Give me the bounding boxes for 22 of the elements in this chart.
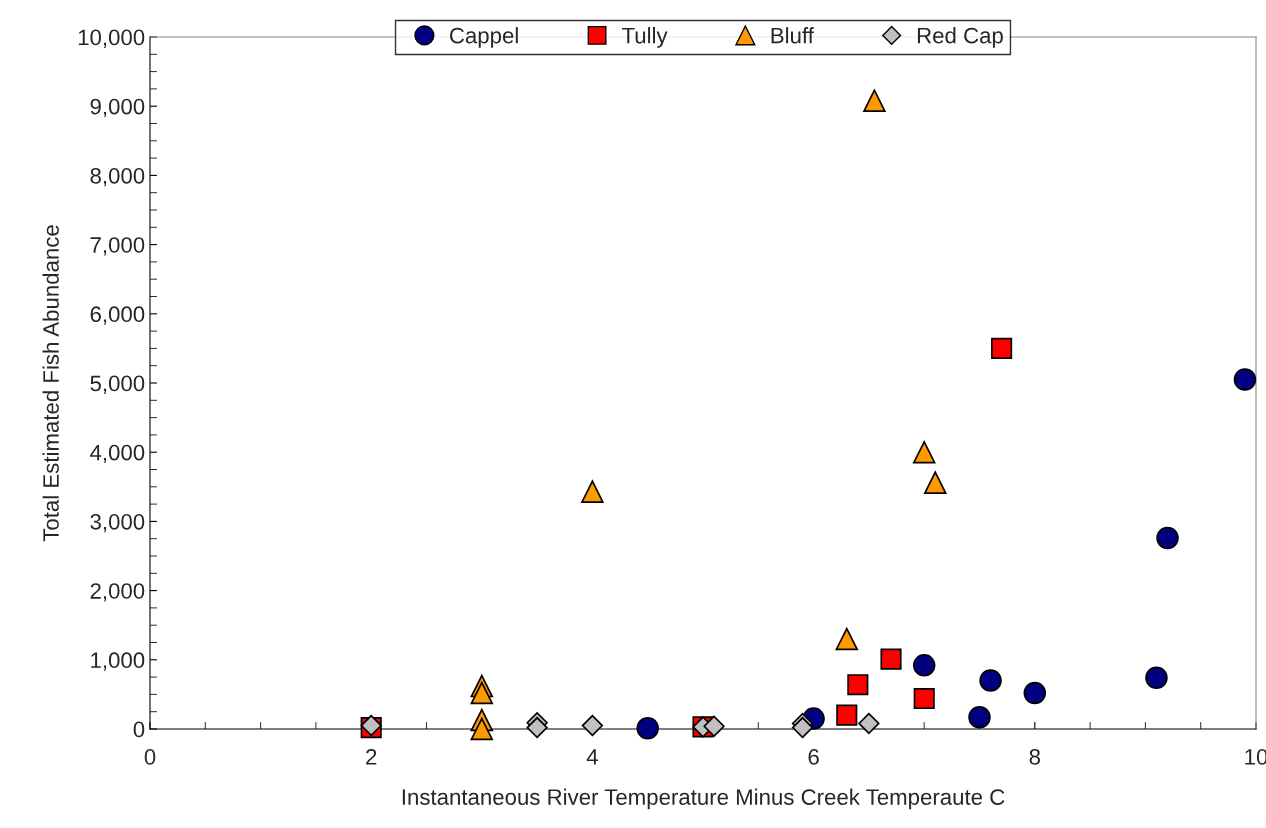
y-tick-label: 6,000 (90, 306, 145, 325)
y-tick-label: 4,000 (90, 444, 145, 464)
x-tick-label: 2 (366, 749, 377, 765)
x-axis-title: Instantaneous River Temperature Minus Creek Temperaute C (402, 788, 1005, 810)
legend-label: Tully (622, 27, 668, 48)
y-tick-label: 8,000 (90, 167, 145, 187)
legend-label: Red Cap (917, 27, 1003, 48)
y-tick-label: 2,000 (90, 583, 145, 602)
x-tick-label: 8 (1029, 749, 1041, 765)
x-tick-label: 4 (586, 749, 598, 765)
y-tick-label: 9,000 (90, 98, 145, 118)
legend-label: Bluff (771, 27, 814, 44)
y-tick-label: 0 (133, 721, 145, 738)
x-tick-label: 6 (808, 749, 819, 765)
y-axis-title: Total Estimated Fish Abundance (42, 225, 59, 542)
y-tick-label: 3,000 (90, 513, 145, 533)
x-tick-label: 0 (144, 749, 156, 765)
y-tick-label: 10,000 (78, 29, 145, 48)
y-tick-label: 7,000 (90, 237, 145, 256)
legend-label: Cappel (449, 27, 518, 48)
y-tick-label: 5,000 (90, 375, 145, 394)
y-tick-label: 1,000 (91, 652, 145, 671)
